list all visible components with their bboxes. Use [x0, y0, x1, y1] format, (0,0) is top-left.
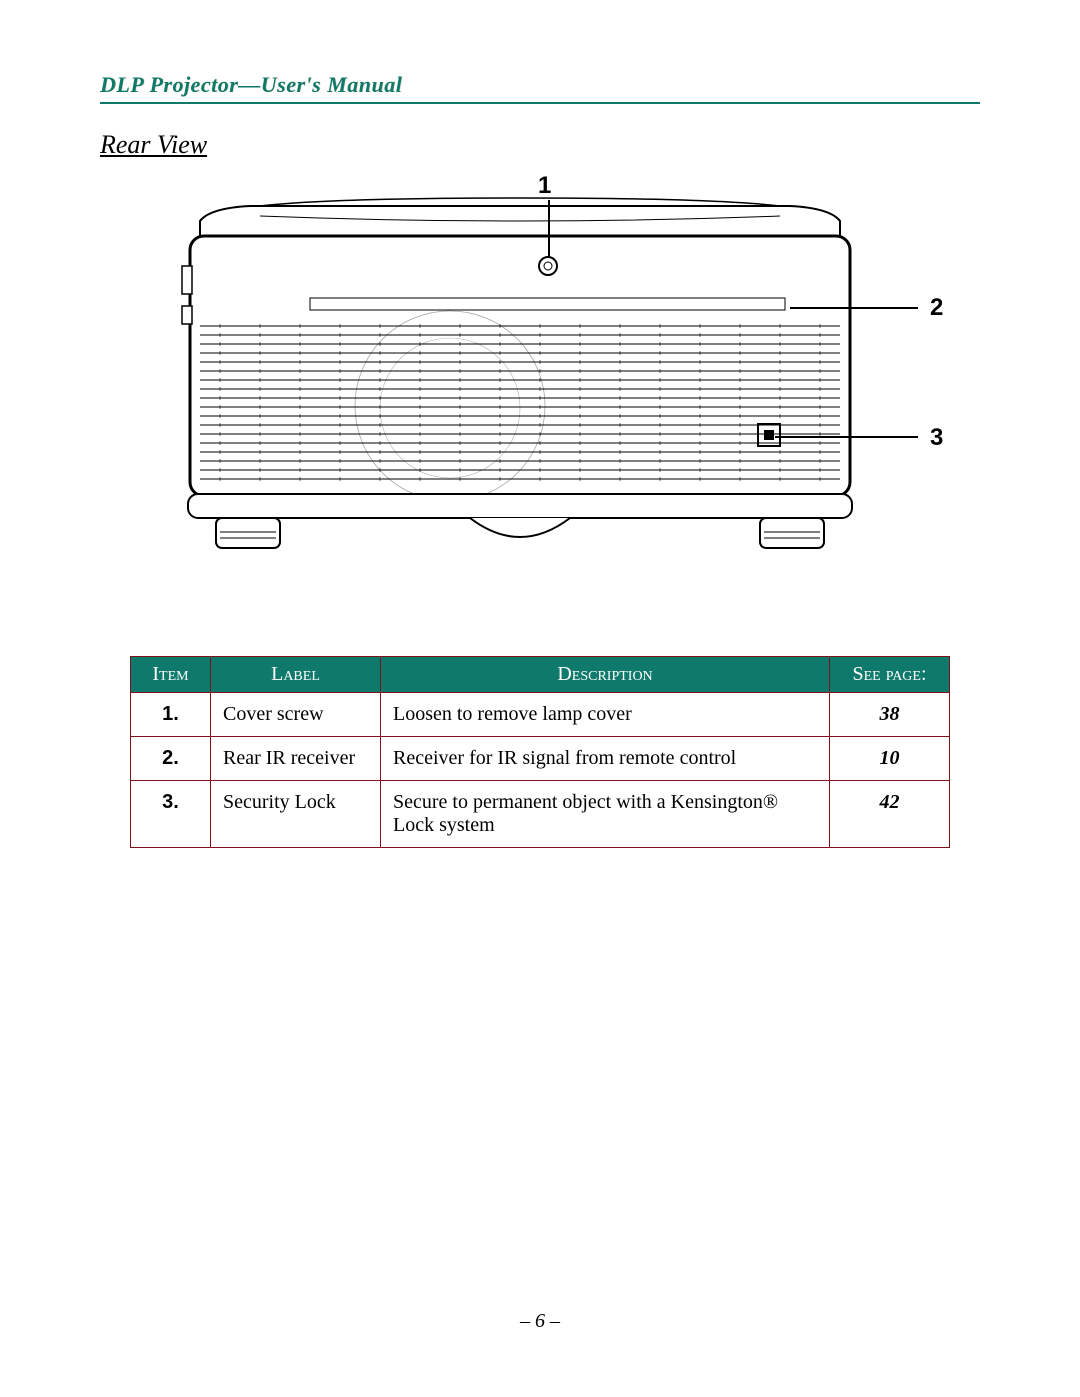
cell-desc: Receiver for IR signal from remote contr… — [381, 737, 830, 781]
cell-page: 42 — [830, 781, 950, 848]
callout-leader — [548, 200, 550, 258]
cell-label: Rear IR receiver — [211, 737, 381, 781]
manual-page: DLP Projector—User's Manual Rear View 1 2… — [0, 0, 1080, 1397]
projector-diagram-svg — [130, 176, 910, 596]
cell-desc: Secure to permanent object with a Kensin… — [381, 781, 830, 848]
table-row: 1.Cover screwLoosen to remove lamp cover… — [131, 693, 950, 737]
cell-page: 10 — [830, 737, 950, 781]
section-title: Rear View — [100, 130, 980, 160]
doc-header: DLP Projector—User's Manual — [100, 72, 980, 98]
cell-item: 3. — [131, 781, 211, 848]
callout-leader — [790, 307, 918, 309]
callout-leader — [775, 436, 918, 438]
cell-item: 1. — [131, 693, 211, 737]
col-page: See page: — [830, 657, 950, 693]
table-row: 2.Rear IR receiverReceiver for IR signal… — [131, 737, 950, 781]
callout-number: 3 — [930, 424, 943, 452]
col-desc: Description — [381, 657, 830, 693]
cell-page: 38 — [830, 693, 950, 737]
rear-view-figure: 123 — [130, 176, 950, 596]
callout-number: 1 — [538, 172, 551, 200]
cell-item: 2. — [131, 737, 211, 781]
parts-table-head: Item Label Description See page: — [131, 657, 950, 693]
callout-number: 2 — [930, 294, 943, 322]
page-number: – 6 – — [0, 1310, 1080, 1333]
parts-table: Item Label Description See page: 1.Cover… — [130, 656, 950, 848]
col-item: Item — [131, 657, 211, 693]
cell-desc: Loosen to remove lamp cover — [381, 693, 830, 737]
cell-label: Security Lock — [211, 781, 381, 848]
col-label: Label — [211, 657, 381, 693]
table-row: 3.Security LockSecure to permanent objec… — [131, 781, 950, 848]
header-rule — [100, 102, 980, 104]
cell-label: Cover screw — [211, 693, 381, 737]
parts-table-body: 1.Cover screwLoosen to remove lamp cover… — [131, 693, 950, 848]
